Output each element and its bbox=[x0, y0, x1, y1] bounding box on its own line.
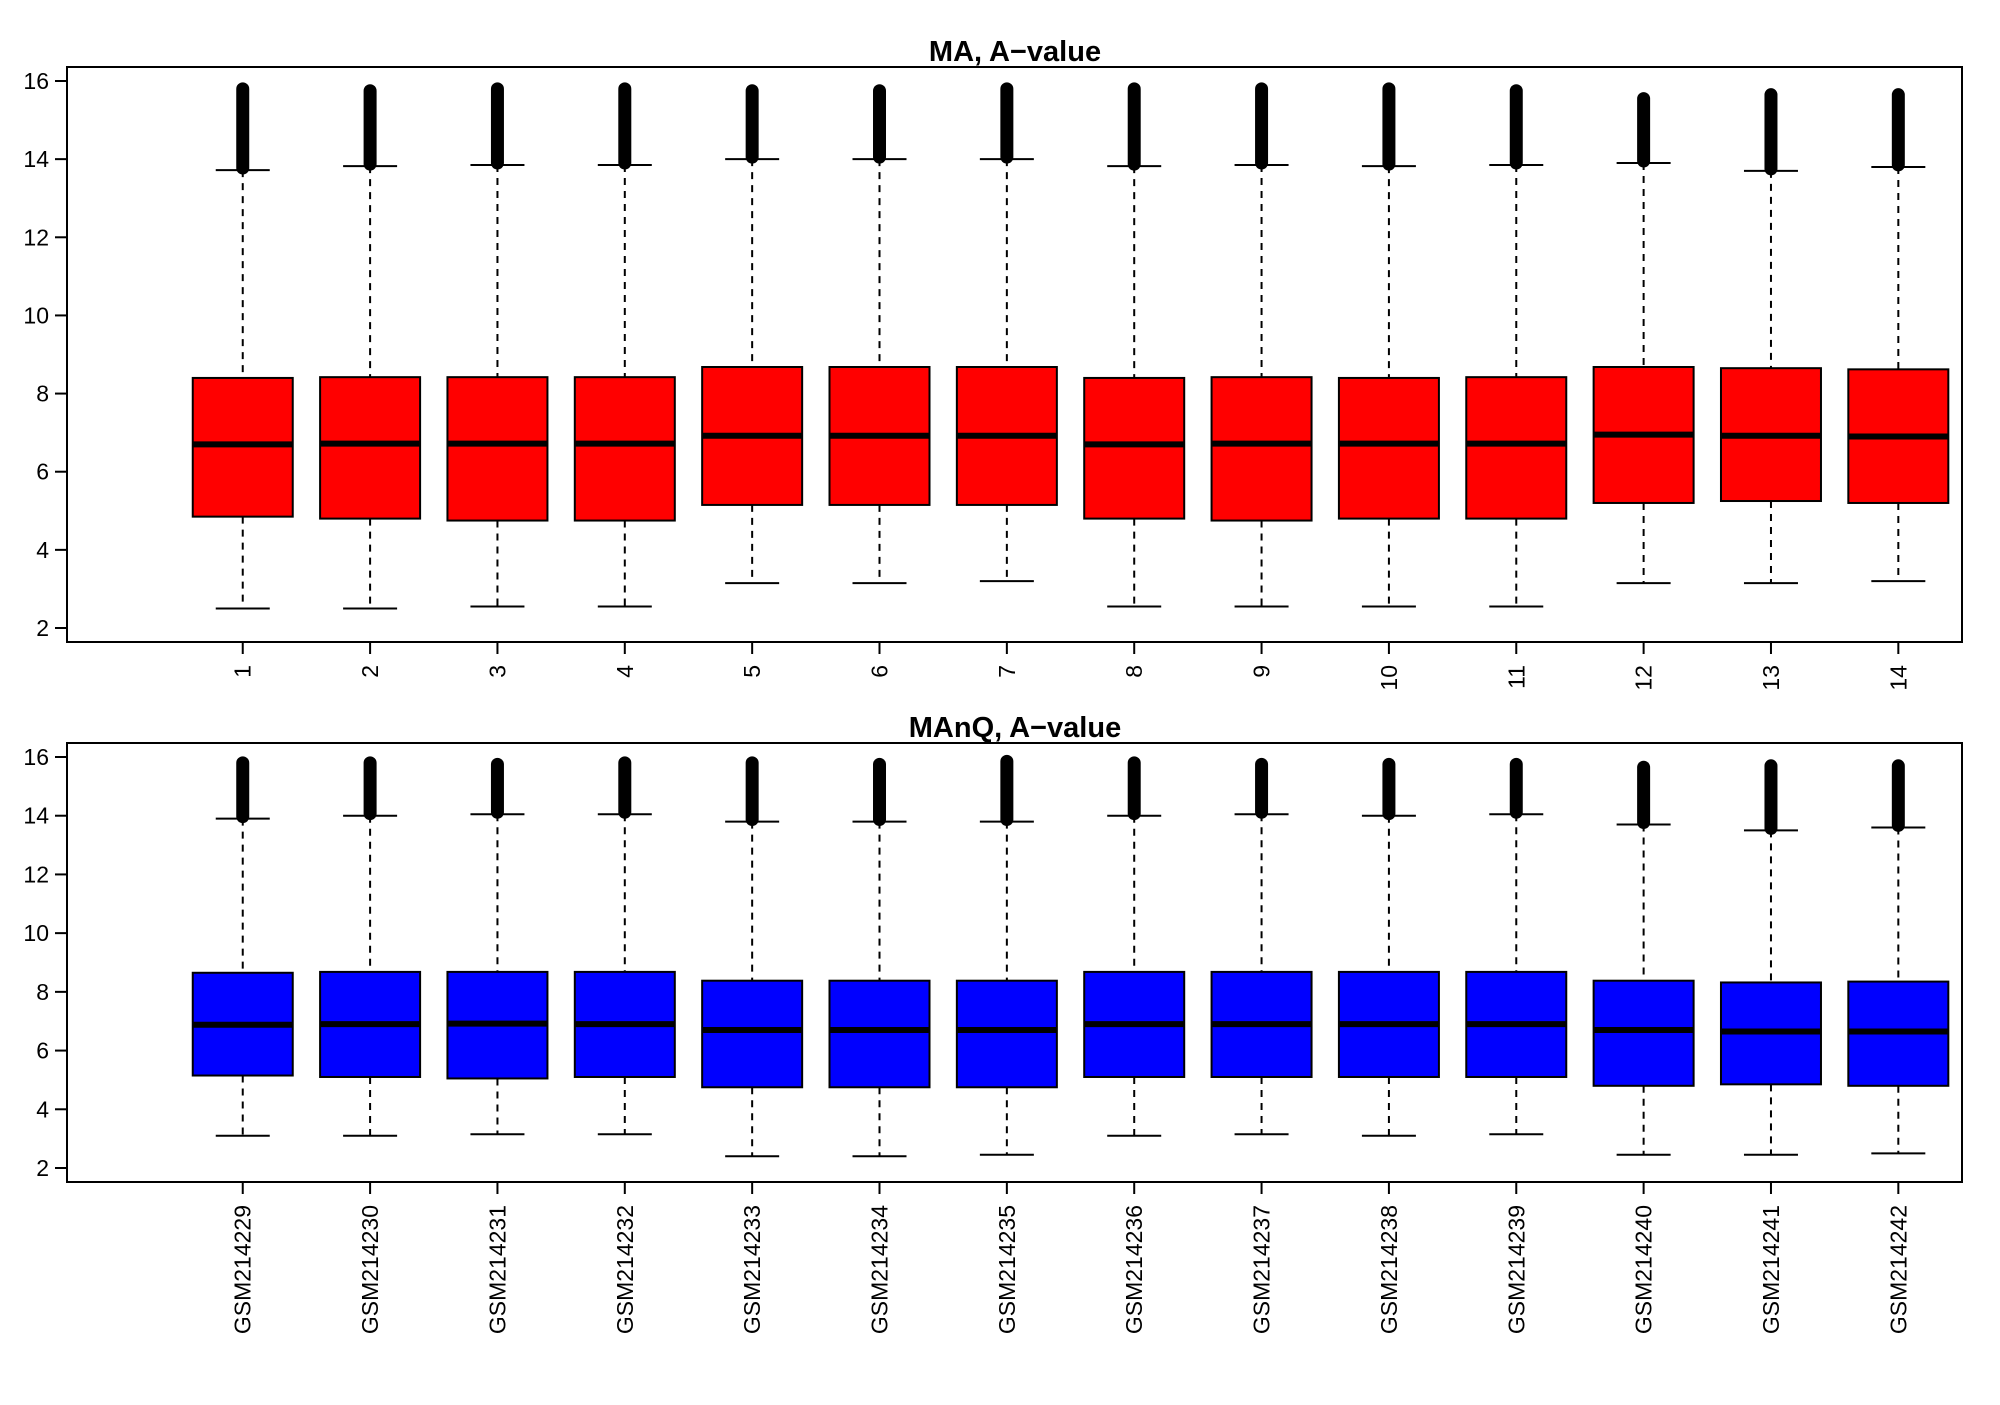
y-tick-label: 14 bbox=[23, 803, 49, 829]
box-GSM214241 bbox=[1719, 759, 1822, 1156]
box-GSM214230 bbox=[319, 756, 422, 1137]
box-13 bbox=[1719, 88, 1822, 585]
box-iqr bbox=[446, 376, 549, 522]
box-iqr bbox=[319, 376, 422, 520]
box-GSM214240 bbox=[1592, 760, 1695, 1156]
box-iqr bbox=[1210, 376, 1313, 522]
x-tick-label: GSM214241 bbox=[1758, 1205, 1784, 1334]
y-tick-label: 4 bbox=[36, 537, 49, 563]
y-tick-label: 12 bbox=[23, 224, 49, 250]
box-11 bbox=[1465, 84, 1568, 608]
box-GSM214231 bbox=[446, 757, 549, 1136]
x-tick-label: GSM214235 bbox=[994, 1205, 1020, 1334]
x-tick-label: 6 bbox=[867, 665, 893, 678]
x-tick-label: GSM214238 bbox=[1376, 1205, 1402, 1334]
y-tick-label: 8 bbox=[36, 381, 49, 407]
y-tick-label: 6 bbox=[36, 1038, 49, 1064]
box-GSM214242 bbox=[1847, 759, 1950, 1155]
box-GSM214232 bbox=[573, 756, 676, 1136]
box-iqr bbox=[1083, 376, 1186, 520]
x-tick-label: 10 bbox=[1376, 665, 1402, 691]
x-tick-label: GSM214232 bbox=[612, 1205, 638, 1334]
box-GSM214229 bbox=[191, 756, 294, 1137]
box-7 bbox=[955, 82, 1058, 583]
y-tick-label: 2 bbox=[36, 615, 49, 641]
x-tick-label: 7 bbox=[994, 665, 1020, 678]
x-tick-label: 5 bbox=[739, 665, 765, 678]
box-GSM214234 bbox=[828, 757, 931, 1158]
x-tick-label: 3 bbox=[484, 665, 510, 678]
x-tick-label: GSM214242 bbox=[1885, 1205, 1911, 1334]
x-tick-label: 1 bbox=[230, 665, 256, 678]
box-3 bbox=[446, 82, 549, 608]
box-12 bbox=[1592, 92, 1695, 585]
box-10 bbox=[1337, 82, 1440, 608]
x-tick-label: 9 bbox=[1249, 665, 1275, 678]
box-5 bbox=[701, 84, 804, 585]
box-GSM214237 bbox=[1210, 757, 1313, 1136]
x-tick-label: GSM214237 bbox=[1249, 1205, 1275, 1334]
x-tick-label: GSM214229 bbox=[230, 1205, 256, 1334]
x-tick-label: GSM214239 bbox=[1503, 1205, 1529, 1334]
x-tick-label: GSM214240 bbox=[1631, 1205, 1657, 1334]
x-tick-label: GSM214234 bbox=[867, 1205, 893, 1334]
y-tick-label: 4 bbox=[36, 1096, 49, 1122]
x-tick-label: 4 bbox=[612, 665, 638, 678]
box-iqr bbox=[573, 376, 676, 522]
box-iqr bbox=[1465, 376, 1568, 520]
box-GSM214233 bbox=[701, 756, 804, 1158]
x-tick-label: 14 bbox=[1885, 665, 1911, 691]
y-tick-label: 2 bbox=[36, 1155, 49, 1181]
box-iqr bbox=[1337, 376, 1440, 520]
plot-frame bbox=[66, 66, 1963, 643]
plot-frame bbox=[66, 742, 1963, 1183]
box-GSM214236 bbox=[1083, 756, 1186, 1137]
x-tick-label: GSM214233 bbox=[739, 1205, 765, 1334]
x-tick-label: GSM214231 bbox=[484, 1205, 510, 1334]
box-1 bbox=[191, 82, 294, 610]
box-9 bbox=[1210, 82, 1313, 608]
box-iqr bbox=[828, 979, 931, 1089]
x-tick-label: 12 bbox=[1631, 665, 1657, 691]
chart-title: MA, A−value bbox=[929, 36, 1101, 68]
y-tick-label: 10 bbox=[23, 920, 49, 946]
box-GSM214239 bbox=[1465, 757, 1568, 1136]
panel-manq-a-value: MAnQ, A−value 2 4 6 8 10 12 14 16 GSM214229 GSM21… bbox=[23, 712, 1963, 1334]
box-6 bbox=[828, 84, 931, 585]
chart-title: MAnQ, A−value bbox=[909, 712, 1121, 744]
x-tick-label: 2 bbox=[357, 665, 383, 678]
x-tick-label: GSM214230 bbox=[357, 1205, 383, 1334]
y-tick-label: 10 bbox=[23, 302, 49, 328]
box-GSM214238 bbox=[1337, 757, 1440, 1137]
x-tick-label: 13 bbox=[1758, 665, 1784, 691]
y-tick-label: 12 bbox=[23, 861, 49, 887]
box-4 bbox=[573, 82, 676, 608]
box-2 bbox=[319, 84, 422, 610]
box-8 bbox=[1083, 82, 1186, 608]
box-iqr bbox=[1592, 979, 1695, 1087]
y-tick-label: 14 bbox=[23, 146, 49, 172]
y-tick-label: 16 bbox=[23, 744, 49, 770]
x-tick-label: GSM214236 bbox=[1121, 1205, 1147, 1334]
y-tick-label: 8 bbox=[36, 979, 49, 1005]
x-tick-label: 11 bbox=[1503, 665, 1529, 689]
box-14 bbox=[1847, 88, 1950, 583]
y-tick-label: 6 bbox=[36, 459, 49, 485]
box-iqr bbox=[701, 979, 804, 1089]
box-GSM214235 bbox=[955, 754, 1058, 1156]
y-tick-label: 16 bbox=[23, 68, 49, 94]
box-iqr bbox=[955, 979, 1058, 1089]
x-tick-label: 8 bbox=[1121, 665, 1147, 678]
